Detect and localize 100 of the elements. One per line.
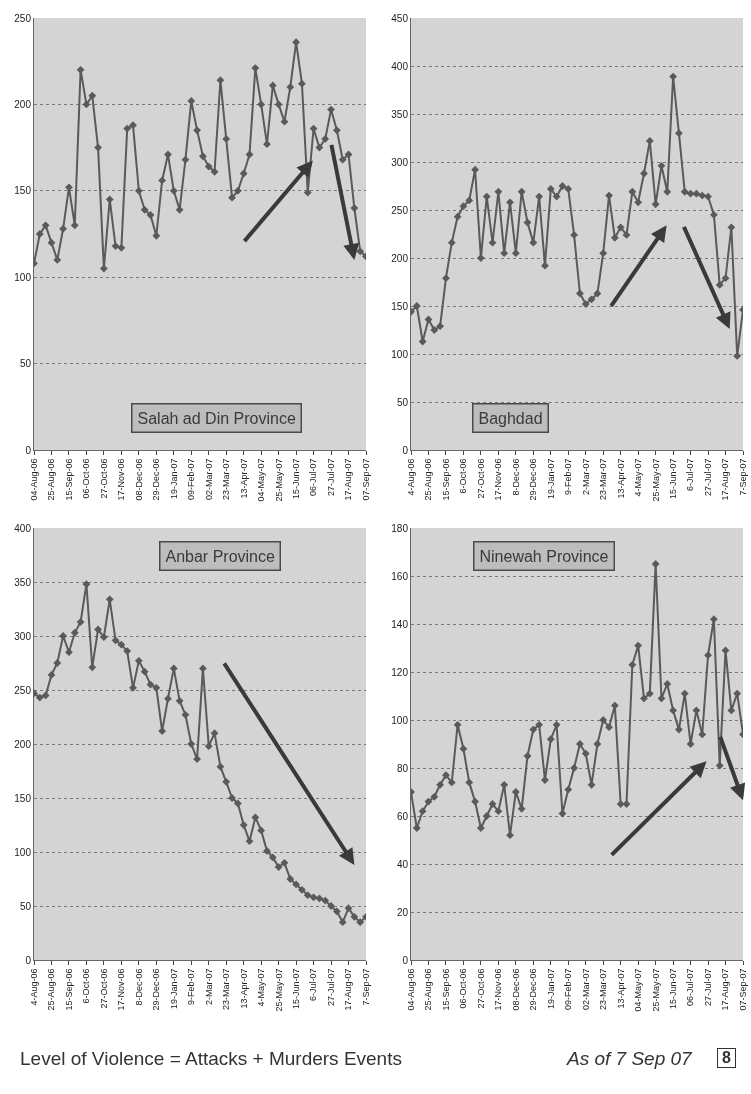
x-tick-label: 2-Mar-07 — [580, 458, 591, 496]
point — [640, 694, 648, 703]
point — [94, 625, 102, 634]
y-tick-label: 0 — [25, 954, 32, 966]
x-tick-label: 25-May-07 — [650, 458, 661, 502]
y-tick-label: 100 — [14, 271, 32, 283]
point — [546, 184, 555, 193]
y-tick-label: 80 — [396, 762, 409, 774]
point — [436, 780, 445, 789]
point — [494, 807, 503, 816]
point — [193, 755, 201, 764]
point — [286, 83, 295, 92]
point — [152, 683, 161, 692]
point — [494, 187, 503, 196]
x-tick-label: 13-Apr-07 — [615, 968, 626, 1009]
y-tick-label: 0 — [402, 444, 409, 456]
point — [88, 663, 97, 672]
point — [332, 907, 341, 916]
point — [529, 238, 538, 247]
point — [164, 694, 172, 703]
point — [309, 124, 318, 133]
x-tick-label: 15-Jun-07 — [668, 458, 679, 500]
point — [117, 243, 126, 252]
x-tick-label: 08-Dec-06 — [133, 458, 144, 501]
point — [35, 693, 44, 702]
point — [228, 193, 236, 202]
x-tick-label: 2-Mar-07 — [203, 968, 214, 1006]
point — [459, 744, 468, 753]
point — [59, 632, 68, 640]
x-tick-label: 17-Nov-06 — [116, 458, 127, 501]
y-tick-label: 300 — [14, 630, 32, 642]
point — [129, 121, 137, 130]
point — [430, 792, 439, 801]
x-tick-label: 19-Jan-07 — [168, 968, 179, 1010]
x-tick-label: 4-Aug-06 — [28, 968, 39, 1006]
point — [640, 169, 648, 178]
point — [610, 701, 619, 710]
x-tick-label: 06-Jul-07 — [685, 968, 696, 1007]
x-tick-label: 04-May-07 — [633, 968, 644, 1012]
point — [581, 749, 590, 758]
x-tick-label: 27-Oct-06 — [98, 968, 109, 1009]
x-tick-label: 23-Mar-07 — [598, 458, 609, 501]
point — [587, 295, 596, 304]
x-tick-label: 15-Sep-06 — [63, 458, 74, 501]
point — [651, 200, 660, 209]
x-tick-label: 9-Feb-07 — [563, 458, 574, 496]
point — [187, 740, 196, 748]
x-tick-label: 07-Sep-07 — [360, 458, 371, 501]
point — [53, 659, 62, 667]
x-tick-label: 09-Feb-07 — [563, 968, 574, 1011]
point — [315, 143, 324, 152]
x-tick-label: 17-Aug-07 — [343, 968, 354, 1011]
y-tick-label: 140 — [391, 618, 409, 630]
point — [356, 247, 365, 256]
x-tick-label: 23-Mar-07 — [221, 968, 232, 1011]
text: Anbar Province — [165, 547, 275, 565]
point — [669, 72, 678, 81]
point — [274, 863, 283, 872]
point — [350, 912, 359, 921]
x-tick-label: 06-Oct-06 — [458, 968, 469, 1009]
point — [663, 680, 672, 688]
point — [309, 893, 318, 902]
y-tick-label: 250 — [391, 204, 409, 216]
point — [268, 81, 277, 90]
point — [721, 274, 730, 283]
y-tick-label: 180 — [391, 522, 409, 534]
point — [164, 150, 172, 159]
point — [622, 231, 631, 239]
point — [233, 186, 242, 195]
point — [605, 191, 613, 200]
x-tick-label: 15-Jun-07 — [291, 458, 302, 500]
x-tick-label: 06-Oct-06 — [81, 458, 92, 499]
point — [680, 187, 689, 196]
point — [47, 238, 56, 247]
point — [210, 167, 219, 176]
point — [576, 289, 584, 298]
point — [698, 730, 707, 739]
point — [332, 126, 341, 135]
y-tick-label: 40 — [396, 858, 409, 870]
point — [558, 182, 567, 190]
x-tick-label: 17-Nov-06 — [493, 458, 504, 501]
x-tick-label: 15-Sep-06 — [440, 968, 451, 1011]
point — [158, 176, 167, 185]
point — [233, 799, 242, 808]
x-tick-label: 27-Jul-07 — [702, 458, 713, 497]
y-tick-label: 100 — [391, 714, 409, 726]
x-tick-label: 25-Aug-06 — [423, 968, 434, 1011]
y-tick-label: 300 — [391, 156, 409, 168]
point — [123, 124, 132, 133]
y-tick-label: 160 — [391, 570, 409, 582]
point — [321, 135, 330, 143]
x-tick-label: 13-Apr-07 — [615, 458, 626, 499]
point — [280, 858, 289, 867]
point — [412, 302, 421, 310]
y-tick-label: 20 — [396, 906, 409, 918]
text: Ninewah Province — [479, 547, 609, 565]
point — [222, 777, 231, 786]
x-tick-label: 27-Jul-07 — [702, 968, 713, 1007]
x-tick-label: 17-Aug-07 — [720, 968, 731, 1011]
point — [651, 560, 660, 568]
